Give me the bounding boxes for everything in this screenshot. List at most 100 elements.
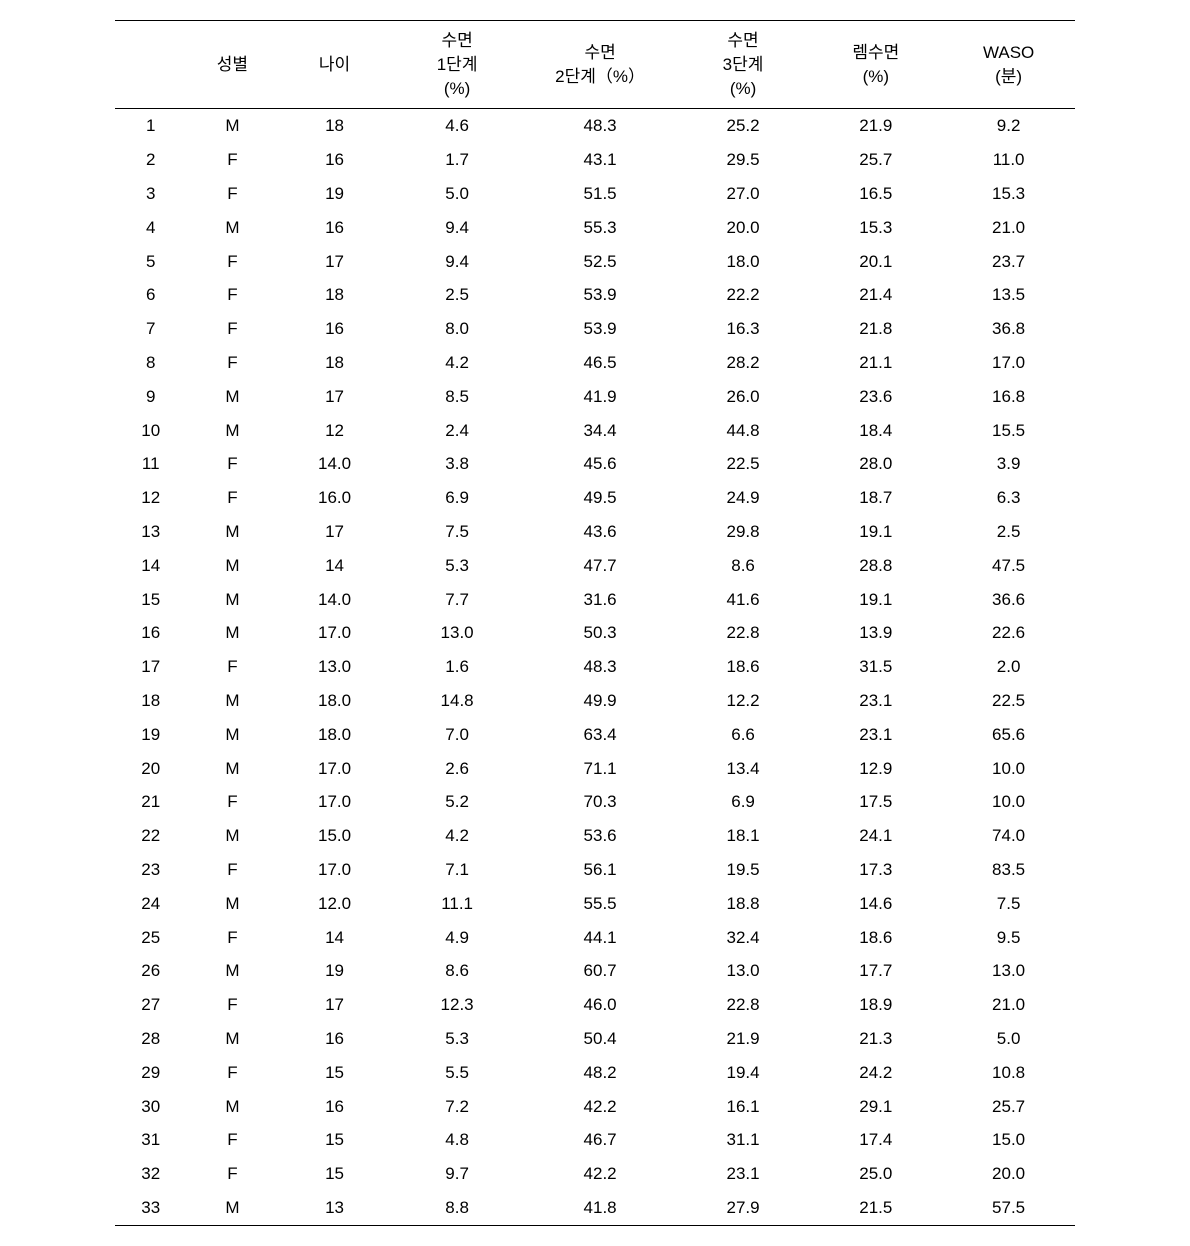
table-cell: 41.9 [523,380,676,414]
table-cell: 49.5 [523,481,676,515]
table-cell: 9.4 [391,211,524,245]
table-cell: 15 [278,1056,390,1090]
table-cell: 20.0 [942,1157,1075,1191]
table-cell: 46.0 [523,988,676,1022]
table-cell: 19 [115,718,186,752]
table-row: 15M14.07.731.641.619.136.6 [115,583,1075,617]
table-cell: 28.8 [809,549,942,583]
table-cell: 19 [278,177,390,211]
table-cell: 6.9 [391,481,524,515]
table-cell: M [186,549,278,583]
table-cell: 27.9 [677,1191,810,1225]
table-row: 21F17.05.270.36.917.510.0 [115,785,1075,819]
table-cell: 14 [278,549,390,583]
table-row: 24M12.011.155.518.814.67.5 [115,887,1075,921]
table-cell: 14.6 [809,887,942,921]
table-cell: 7.1 [391,853,524,887]
table-cell: 31.6 [523,583,676,617]
table-cell: 31.5 [809,650,942,684]
table-row: 7F168.053.916.321.836.8 [115,312,1075,346]
table-cell: 18 [278,346,390,380]
table-cell: 22.6 [942,616,1075,650]
table-row: 1M184.648.325.221.99.2 [115,109,1075,143]
table-cell: 8.6 [391,954,524,988]
table-row: 9M178.541.926.023.616.8 [115,380,1075,414]
table-cell: 47.5 [942,549,1075,583]
table-cell: M [186,819,278,853]
table-cell: 19.4 [677,1056,810,1090]
table-cell: 15.3 [809,211,942,245]
table-cell: 14.8 [391,684,524,718]
table-cell: 14.0 [278,447,390,481]
table-cell: 36.8 [942,312,1075,346]
table-cell: 26.0 [677,380,810,414]
table-cell: 16 [278,211,390,245]
table-cell: 12 [115,481,186,515]
table-row: 25F144.944.132.418.69.5 [115,921,1075,955]
table-cell: 15 [278,1157,390,1191]
table-cell: 13.0 [278,650,390,684]
table-cell: F [186,921,278,955]
table-cell: 9.5 [942,921,1075,955]
table-cell: F [186,245,278,279]
table-cell: 13 [115,515,186,549]
table-cell: 13.0 [391,616,524,650]
table-cell: 23.1 [809,718,942,752]
table-cell: 21.0 [942,988,1075,1022]
table-cell: 22.5 [942,684,1075,718]
table-cell: 12.9 [809,752,942,786]
table-cell: 23 [115,853,186,887]
table-cell: 29.1 [809,1090,942,1124]
table-cell: 23.1 [809,684,942,718]
table-row: 8F184.246.528.221.117.0 [115,346,1075,380]
table-cell: 24.9 [677,481,810,515]
table-cell: 46.5 [523,346,676,380]
table-cell: 10 [115,414,186,448]
table-cell: 18.0 [278,718,390,752]
table-row: 12F16.06.949.524.918.76.3 [115,481,1075,515]
table-cell: 10.8 [942,1056,1075,1090]
table-row: 13M177.543.629.819.12.5 [115,515,1075,549]
table-row: 23F17.07.156.119.517.383.5 [115,853,1075,887]
table-cell: 13.5 [942,278,1075,312]
table-cell: 11.1 [391,887,524,921]
table-cell: 9 [115,380,186,414]
table-cell: 16.5 [809,177,942,211]
table-cell: 27 [115,988,186,1022]
table-cell: 7.0 [391,718,524,752]
table-cell: 11 [115,447,186,481]
table-cell: F [186,447,278,481]
table-cell: 11.0 [942,143,1075,177]
table-cell: 7 [115,312,186,346]
table-cell: F [186,650,278,684]
table-cell: F [186,278,278,312]
table-cell: 14.0 [278,583,390,617]
table-cell: 17.5 [809,785,942,819]
table-cell: 18.9 [809,988,942,1022]
table-cell: M [186,211,278,245]
table-cell: 16 [115,616,186,650]
table-cell: 48.3 [523,650,676,684]
table-cell: 22.2 [677,278,810,312]
table-cell: 28.0 [809,447,942,481]
table-cell: 21.0 [942,211,1075,245]
table-cell: 17 [278,988,390,1022]
table-cell: 8.6 [677,549,810,583]
table-cell: 56.1 [523,853,676,887]
table-cell: 16 [278,1090,390,1124]
table-row: 14M145.347.78.628.847.5 [115,549,1075,583]
table-cell: 13 [278,1191,390,1225]
table-cell: 6.9 [677,785,810,819]
table-cell: 16 [278,312,390,346]
table-row: 2F161.743.129.525.711.0 [115,143,1075,177]
table-cell: 49.9 [523,684,676,718]
table-cell: 4.2 [391,346,524,380]
table-cell: M [186,1090,278,1124]
table-cell: 2.5 [391,278,524,312]
table-cell: 51.5 [523,177,676,211]
table-cell: 30 [115,1090,186,1124]
table-cell: 43.6 [523,515,676,549]
table-cell: 16 [278,143,390,177]
table-cell: 63.4 [523,718,676,752]
table-cell: 57.5 [942,1191,1075,1225]
